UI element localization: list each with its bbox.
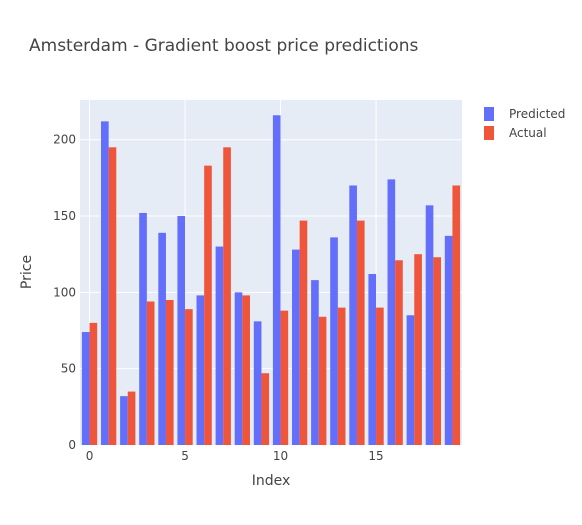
bar-actual-7 — [223, 147, 231, 446]
bar-actual-2 — [127, 391, 136, 445]
bar-actual-5 — [185, 309, 193, 445]
bar-predicted-9 — [253, 321, 262, 445]
bar-actual-8 — [242, 295, 250, 445]
bar-actual-10 — [280, 310, 289, 445]
bar-predicted-8 — [234, 292, 243, 445]
bar-actual-16 — [395, 260, 403, 445]
x-axis-title: Index — [252, 473, 291, 489]
y-tick-label: 150 — [53, 209, 76, 223]
y-axis-title: Price — [19, 255, 35, 289]
bar-predicted-15 — [368, 274, 377, 445]
bar-actual-4 — [165, 299, 174, 445]
bar-actual-19 — [452, 185, 461, 445]
legend: Predicted Actual — [484, 107, 565, 140]
x-tick-label: 0 — [86, 449, 94, 463]
bar-predicted-4 — [158, 232, 166, 445]
bar-predicted-5 — [177, 216, 186, 445]
chart-title: Amsterdam - Gradient boost price predict… — [29, 36, 418, 56]
x-tick-label: 10 — [273, 449, 288, 463]
bar-predicted-10 — [272, 115, 281, 445]
bar-predicted-0 — [81, 332, 90, 445]
bars — [81, 115, 461, 446]
bar-predicted-19 — [444, 235, 453, 445]
bar-actual-3 — [146, 301, 155, 445]
bar-actual-13 — [337, 307, 346, 445]
bar-actual-14 — [356, 220, 365, 445]
bar-actual-11 — [299, 220, 308, 445]
bar-predicted-14 — [349, 185, 357, 445]
bar-predicted-17 — [406, 315, 415, 445]
x-axis-ticks: 0 5 10 15 — [86, 449, 384, 463]
bar-actual-12 — [318, 316, 327, 445]
bar-predicted-16 — [387, 179, 396, 445]
y-tick-label: 100 — [53, 285, 76, 299]
bar-predicted-12 — [311, 280, 319, 445]
bar-actual-18 — [433, 257, 441, 445]
bar-predicted-6 — [196, 295, 205, 445]
bar-actual-6 — [204, 165, 212, 445]
legend-label-actual: Actual — [509, 126, 547, 140]
bar-predicted-1 — [101, 121, 109, 446]
bar-predicted-11 — [292, 249, 300, 445]
y-tick-label: 50 — [61, 362, 76, 376]
x-tick-label: 5 — [181, 449, 189, 463]
bar-actual-1 — [108, 147, 117, 446]
legend-label-predicted: Predicted — [509, 107, 565, 121]
plot-area — [80, 100, 462, 445]
x-tick-label: 15 — [368, 449, 383, 463]
bar-predicted-7 — [215, 246, 224, 445]
y-tick-label: 200 — [53, 133, 76, 147]
legend-swatch-actual — [484, 126, 494, 140]
legend-swatch-predicted — [484, 107, 494, 121]
bar-predicted-13 — [330, 237, 338, 445]
bar-actual-9 — [261, 373, 270, 445]
y-axis-ticks: 0 50 100 150 200 — [53, 133, 76, 452]
y-tick-label: 0 — [68, 438, 76, 452]
bar-predicted-2 — [120, 396, 128, 445]
bar-predicted-3 — [139, 212, 147, 445]
bar-actual-15 — [376, 307, 384, 445]
bar-actual-0 — [89, 322, 98, 445]
bar-actual-17 — [414, 254, 422, 445]
bar-predicted-18 — [425, 205, 434, 445]
